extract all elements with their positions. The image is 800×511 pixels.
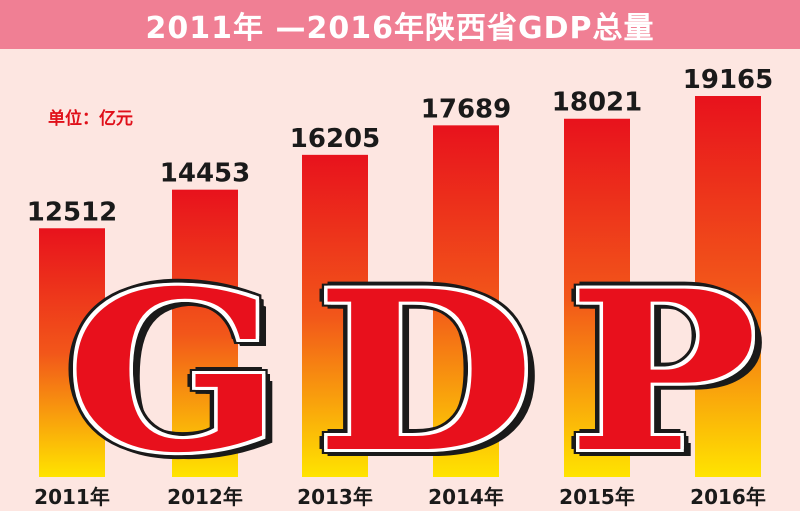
overlay-letter-p: P — [567, 242, 758, 501]
value-label-5: 19165 — [683, 65, 773, 95]
value-label-4: 18021 — [552, 88, 642, 118]
title-bar: 2011年 —2016年陕西省GDP总量 — [0, 0, 800, 49]
value-label-2: 16205 — [290, 124, 380, 154]
value-label-3: 17689 — [421, 94, 511, 124]
bar-0 — [39, 228, 105, 477]
bar-2 — [302, 154, 368, 477]
category-label-2: 2013年 — [297, 485, 373, 509]
category-label-0: 2011年 — [34, 485, 110, 509]
bar-4 — [564, 118, 630, 477]
category-label-5: 2016年 — [690, 485, 766, 509]
overlay-letter-g: G — [65, 242, 282, 501]
overlay-letter-d: D — [315, 242, 536, 501]
category-label-1: 2012年 — [167, 485, 243, 509]
unit-label: 单位：亿元 — [48, 109, 133, 129]
bar-3 — [433, 125, 499, 477]
bar-5 — [695, 96, 761, 477]
chart-title: 2011年 —2016年陕西省GDP总量 — [145, 10, 655, 46]
category-label-3: 2014年 — [428, 485, 504, 509]
value-label-1: 14453 — [160, 159, 250, 189]
category-label-4: 2015年 — [559, 485, 635, 509]
bar-1 — [172, 189, 238, 478]
value-label-0: 12512 — [27, 197, 117, 227]
